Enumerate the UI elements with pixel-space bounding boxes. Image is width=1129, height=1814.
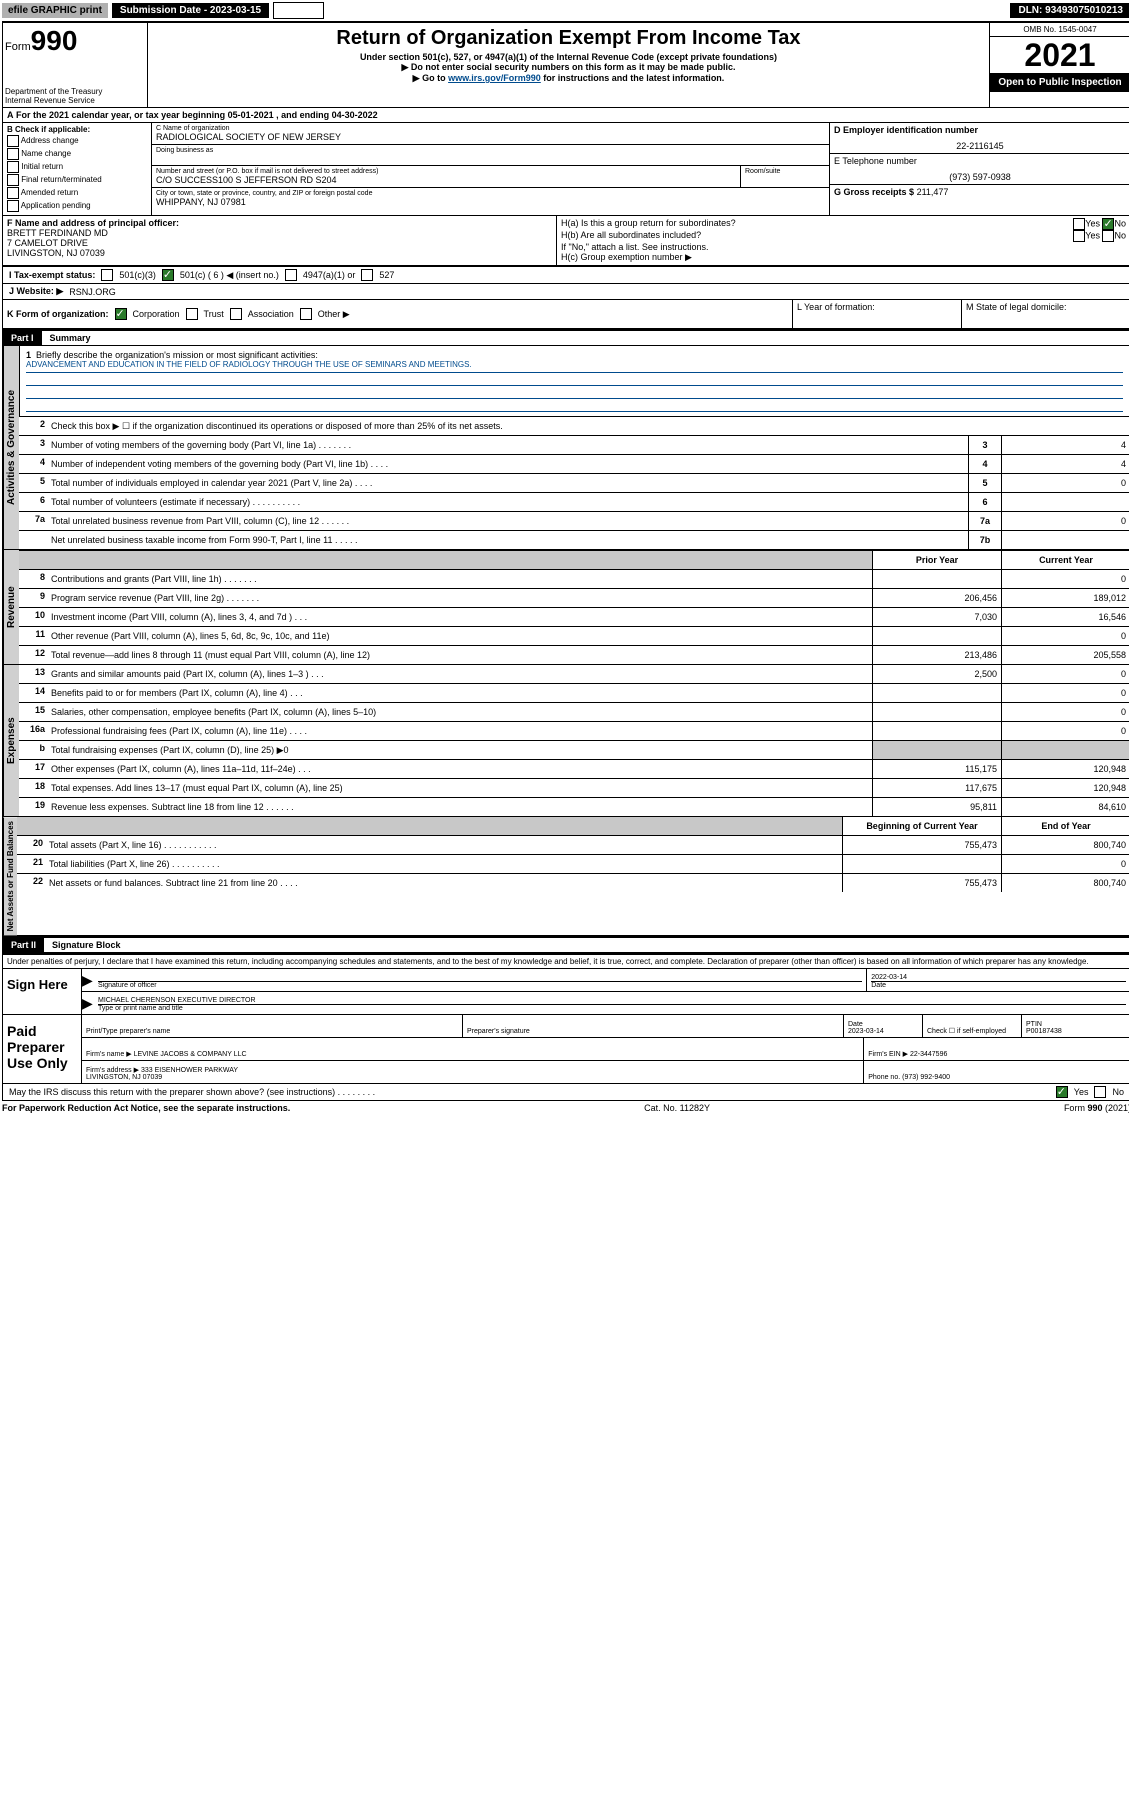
officer-group-block: F Name and address of principal officer:… — [2, 216, 1129, 266]
box-e-phone: E Telephone number (973) 597-0938 — [830, 154, 1129, 185]
form-header: Form990 Department of the Treasury Inter… — [2, 21, 1129, 108]
vert-governance: Activities & Governance — [3, 346, 19, 549]
table-row: 12Total revenue—add lines 8 through 11 (… — [19, 646, 1129, 664]
box-l: L Year of formation: — [793, 300, 962, 328]
table-row: 18Total expenses. Add lines 13–17 (must … — [19, 779, 1129, 798]
officer-addr1: 7 CAMELOT DRIVE — [7, 238, 552, 248]
box-b-checkboxes: B Check if applicable: Address change Na… — [3, 123, 152, 215]
summary-net-assets: Net Assets or Fund Balances Beginning of… — [2, 817, 1129, 936]
firm-name: LEVINE JACOBS & COMPANY LLC — [134, 1051, 247, 1058]
vert-net-assets: Net Assets or Fund Balances — [3, 817, 17, 935]
table-row: 17Other expenses (Part IX, column (A), l… — [19, 760, 1129, 779]
summary-revenue: Revenue Prior Year Current Year 8Contrib… — [2, 550, 1129, 665]
line-klm: K Form of organization: Corporation Trus… — [2, 300, 1129, 329]
form-subtitle: Under section 501(c), 527, or 4947(a)(1)… — [150, 52, 987, 62]
h-c-label: H(c) Group exemption number ▶ — [561, 252, 1126, 263]
summary-governance: Activities & Governance 1 Briefly descri… — [2, 346, 1129, 550]
table-row: 16aProfessional fundraising fees (Part I… — [19, 722, 1129, 741]
table-row: 11Other revenue (Part VIII, column (A), … — [19, 627, 1129, 646]
table-row: Net unrelated business taxable income fr… — [19, 531, 1129, 549]
box-g-receipts: G Gross receipts $ 211,477 — [830, 185, 1129, 215]
table-row: 3Number of voting members of the governi… — [19, 436, 1129, 455]
submission-date-spacer — [273, 2, 324, 19]
form-number: Form990 — [5, 25, 145, 57]
org-name: RADIOLOGICAL SOCIETY OF NEW JERSEY — [156, 132, 825, 142]
table-row: 8Contributions and grants (Part VIII, li… — [19, 570, 1129, 589]
table-row: 6Total number of volunteers (estimate if… — [19, 493, 1129, 512]
part-i-header: Part I Summary — [2, 329, 1129, 346]
table-row: 15Salaries, other compensation, employee… — [19, 703, 1129, 722]
sign-here-block: Sign Here ▶ Signature of officer 2022-03… — [2, 969, 1129, 1015]
h-b-label: H(b) Are all subordinates included? — [561, 230, 701, 242]
part-ii-header: Part II Signature Block — [2, 936, 1129, 953]
officer-name: BRETT FERDINAND MD — [7, 228, 552, 238]
table-row: 19Revenue less expenses. Subtract line 1… — [19, 798, 1129, 816]
line-i-tax-status: I Tax-exempt status: 501(c)(3) 501(c) ( … — [2, 266, 1129, 284]
table-row: 20Total assets (Part X, line 16) . . . .… — [17, 836, 1129, 855]
org-address: C/O SUCCESS100 S JEFFERSON RD S204 — [156, 175, 736, 185]
table-row: 7aTotal unrelated business revenue from … — [19, 512, 1129, 531]
website-link[interactable]: RSNJ.ORG — [69, 287, 116, 297]
table-row: 22Net assets or fund balances. Subtract … — [17, 874, 1129, 892]
form-note-link: ▶ Go to www.irs.gov/Form990 for instruct… — [150, 73, 987, 84]
paid-preparer-label: Paid Preparer Use Only — [3, 1015, 82, 1083]
table-row: 5Total number of individuals employed in… — [19, 474, 1129, 493]
table-row: 21Total liabilities (Part X, line 26) . … — [17, 855, 1129, 874]
vert-expenses: Expenses — [3, 665, 19, 816]
h-a-label: H(a) Is this a group return for subordin… — [561, 218, 736, 230]
footer: For Paperwork Reduction Act Notice, see … — [2, 1101, 1129, 1115]
top-bar: efile GRAPHIC print Submission Date - 20… — [2, 2, 1129, 19]
table-row: 9Program service revenue (Part VIII, lin… — [19, 589, 1129, 608]
declaration-text: Under penalties of perjury, I declare th… — [2, 953, 1129, 969]
table-row: bTotal fundraising expenses (Part IX, co… — [19, 741, 1129, 760]
irs-label: Internal Revenue Service — [5, 96, 145, 105]
org-city: WHIPPANY, NJ 07981 — [156, 197, 825, 207]
h-note: If "No," attach a list. See instructions… — [561, 242, 1126, 252]
efile-button[interactable]: efile GRAPHIC print — [2, 3, 108, 18]
table-row: 10Investment income (Part VIII, column (… — [19, 608, 1129, 627]
line-a-tax-year: A For the 2021 calendar year, or tax yea… — [2, 108, 1129, 123]
open-public-badge: Open to Public Inspection — [990, 73, 1129, 92]
box-d-ein: D Employer identification number 22-2116… — [830, 123, 1129, 154]
tax-year: 2021 — [990, 37, 1129, 73]
dept-label: Department of the Treasury — [5, 87, 145, 96]
line-j-website: J Website: ▶ RSNJ.ORG — [2, 284, 1129, 300]
paid-preparer-block: Paid Preparer Use Only Print/Type prepar… — [2, 1015, 1129, 1084]
box-m: M State of legal domicile: — [962, 300, 1129, 328]
table-row: 4Number of independent voting members of… — [19, 455, 1129, 474]
irs-link[interactable]: www.irs.gov/Form990 — [448, 73, 541, 83]
org-info-block: B Check if applicable: Address change Na… — [2, 123, 1129, 216]
omb-number: OMB No. 1545-0047 — [990, 23, 1129, 37]
form-title: Return of Organization Exempt From Incom… — [150, 27, 987, 50]
table-row: 14Benefits paid to or for members (Part … — [19, 684, 1129, 703]
dln-label: DLN: 93493075010213 — [1010, 3, 1129, 18]
mission-text: ADVANCEMENT AND EDUCATION IN THE FIELD O… — [26, 360, 1123, 373]
officer-addr2: LIVINGSTON, NJ 07039 — [7, 248, 552, 258]
officer-signature-name: MICHAEL CHERENSON EXECUTIVE DIRECTOR — [98, 997, 1126, 1004]
sign-here-label: Sign Here — [3, 969, 82, 1014]
form-note-ssn: ▶ Do not enter social security numbers o… — [150, 62, 987, 73]
box-c-name-address: C Name of organization RADIOLOGICAL SOCI… — [152, 123, 830, 215]
summary-expenses: Expenses 13Grants and similar amounts pa… — [2, 665, 1129, 817]
vert-revenue: Revenue — [3, 550, 19, 664]
table-row: 13Grants and similar amounts paid (Part … — [19, 665, 1129, 684]
discuss-row: May the IRS discuss this return with the… — [2, 1084, 1129, 1101]
submission-date-label: Submission Date - 2023-03-15 — [112, 3, 269, 18]
